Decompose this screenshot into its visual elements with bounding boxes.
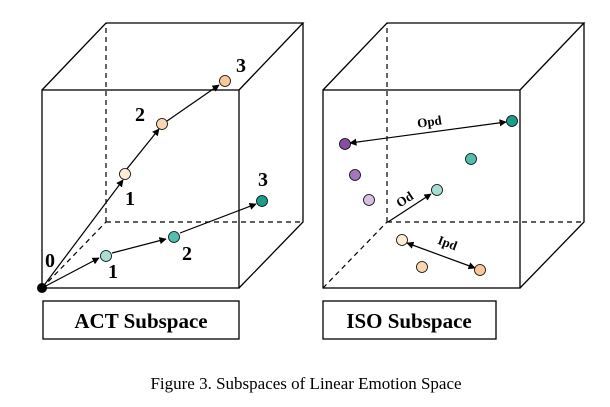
act-cube xyxy=(41,22,305,289)
act-lower-point-2 xyxy=(168,231,180,243)
act-lower-label-2: 2 xyxy=(182,243,192,265)
act-top-face xyxy=(41,22,305,91)
iso-od-label: Od xyxy=(393,188,416,210)
act-front-face xyxy=(41,89,240,289)
iso-distances xyxy=(349,119,507,270)
iso-teal-point-2 xyxy=(465,153,477,165)
iso-right-face xyxy=(519,23,585,289)
iso-purple-point-3 xyxy=(363,194,375,206)
iso-teal-point-1 xyxy=(506,115,518,127)
iso-teal-point-3 xyxy=(431,184,443,196)
iso-ipd-arrow xyxy=(406,241,476,270)
act-upper-point-1 xyxy=(119,168,131,180)
act-lower-label-1: 1 xyxy=(108,261,118,283)
act-upper-arrow-2 xyxy=(125,128,160,171)
iso-opd-arrow xyxy=(349,119,507,146)
iso-peach-point-2 xyxy=(416,261,428,273)
iso-front-face xyxy=(322,89,521,289)
act-lower-label-3: 3 xyxy=(258,169,268,191)
iso-title: ISO Subspace xyxy=(346,309,471,333)
act-upper-arrow-3 xyxy=(166,84,220,122)
act-lower-point-1 xyxy=(100,250,112,262)
iso-title-box xyxy=(322,300,497,340)
iso-peach-point-3 xyxy=(474,264,486,276)
act-lower-arrow-3 xyxy=(179,202,257,234)
act-origin-label: 0 xyxy=(45,250,55,272)
act-origin-point xyxy=(37,283,47,293)
act-right-face xyxy=(238,23,304,289)
iso-ipd-label: Ipd xyxy=(436,232,460,253)
act-title-box xyxy=(42,300,240,340)
iso-cube xyxy=(322,22,586,289)
act-upper-point-2 xyxy=(156,118,168,130)
act-title: ACT Subspace xyxy=(74,309,207,333)
act-lower-arrow-2 xyxy=(111,237,167,254)
act-points xyxy=(37,75,268,293)
iso-points xyxy=(339,115,518,276)
act-upper-label-1: 1 xyxy=(125,188,135,210)
act-lower-point-3 xyxy=(256,195,268,207)
iso-purple-point-1 xyxy=(339,138,351,150)
act-hidden-edge-depth xyxy=(41,221,107,289)
iso-peach-point-1 xyxy=(396,234,408,246)
act-upper-point-3 xyxy=(219,75,231,87)
act-trajectories xyxy=(41,84,257,289)
act-lower-arrow-1 xyxy=(41,257,100,289)
iso-hidden-edge-depth xyxy=(322,221,388,289)
figure-caption: Figure 3. Subspaces of Linear Emotion Sp… xyxy=(150,374,461,393)
iso-purple-point-2 xyxy=(349,169,361,181)
act-upper-label-3: 3 xyxy=(236,55,246,77)
act-upper-arrow-1 xyxy=(41,179,124,289)
iso-top-face xyxy=(322,22,586,91)
iso-od-arrow xyxy=(387,193,432,223)
act-upper-label-2: 2 xyxy=(135,104,145,126)
iso-opd-label: Opd xyxy=(416,112,443,130)
